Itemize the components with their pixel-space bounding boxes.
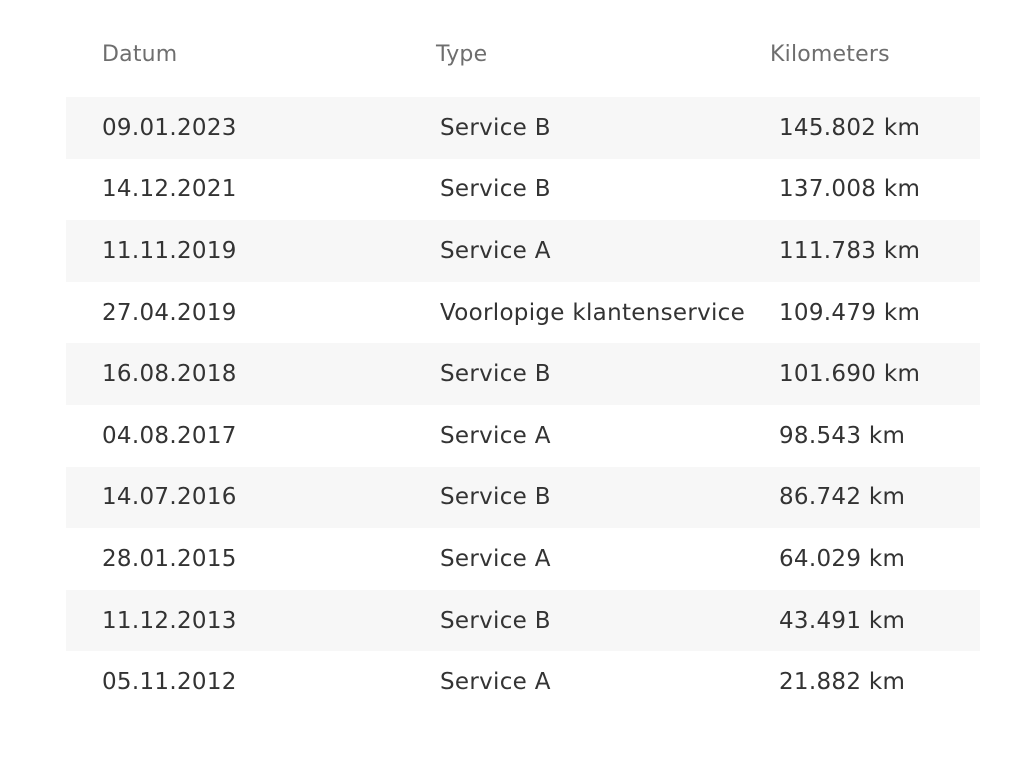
cell-type: Service B [440,607,551,634]
table-header: Datum Type Kilometers [66,0,980,97]
cell-date: 28.01.2015 [102,545,237,572]
cell-type: Service B [440,176,551,203]
table-row: 11.12.2013 Service B 43.491 km [66,589,980,652]
cell-type: Service A [440,669,551,696]
cell-date: 27.04.2019 [102,299,237,326]
cell-kilometers: 64.029 km [779,545,906,572]
cell-kilometers: 109.479 km [779,299,921,326]
table-row: 09.01.2023 Service B 145.802 km [66,97,980,159]
cell-type: Voorlopige klantenservice [440,299,746,326]
cell-type: Service B [440,361,551,388]
table-row: 11.11.2019 Service A 111.783 km [66,220,980,282]
cell-date: 05.11.2012 [102,669,237,696]
cell-kilometers: 86.742 km [779,484,906,511]
cell-kilometers: 137.008 km [779,176,921,203]
cell-date: 11.11.2019 [102,237,237,264]
cell-date: 16.08.2018 [102,361,237,388]
cell-type: Service B [440,114,551,141]
service-history-table: Datum Type Kilometers 09.01.2023 Service… [66,0,980,713]
table-body: 09.01.2023 Service B 145.802 km 14.12.20… [66,97,980,713]
cell-type: Service A [440,545,551,572]
cell-kilometers: 145.802 km [779,114,921,141]
table-row: 27.04.2019 Voorlopige klantenservice 109… [66,282,980,344]
table-row: 16.08.2018 Service B 101.690 km [66,343,980,405]
cell-date: 04.08.2017 [102,422,237,449]
table-row: 04.08.2017 Service A 98.543 km [66,405,980,467]
cell-date: 14.12.2021 [102,176,237,203]
table-row: 14.07.2016 Service B 86.742 km [66,466,980,529]
cell-kilometers: 98.543 km [779,422,906,449]
cell-date: 14.07.2016 [102,484,237,511]
column-header-kilometers[interactable]: Kilometers [770,42,890,67]
cell-kilometers: 21.882 km [779,669,906,696]
cell-type: Service A [440,237,551,264]
cell-date: 11.12.2013 [102,607,237,634]
cell-kilometers: 111.783 km [779,237,921,264]
table-row: 05.11.2012 Service A 21.882 km [66,651,980,713]
cell-date: 09.01.2023 [102,114,237,141]
table-row: 28.01.2015 Service A 64.029 km [66,528,980,590]
cell-kilometers: 43.491 km [779,607,906,634]
column-header-date[interactable]: Datum [102,42,178,67]
cell-type: Service B [440,484,551,511]
cell-type: Service A [440,422,551,449]
table-row: 14.12.2021 Service B 137.008 km [66,159,980,221]
column-header-type[interactable]: Type [436,42,488,67]
cell-kilometers: 101.690 km [779,361,921,388]
